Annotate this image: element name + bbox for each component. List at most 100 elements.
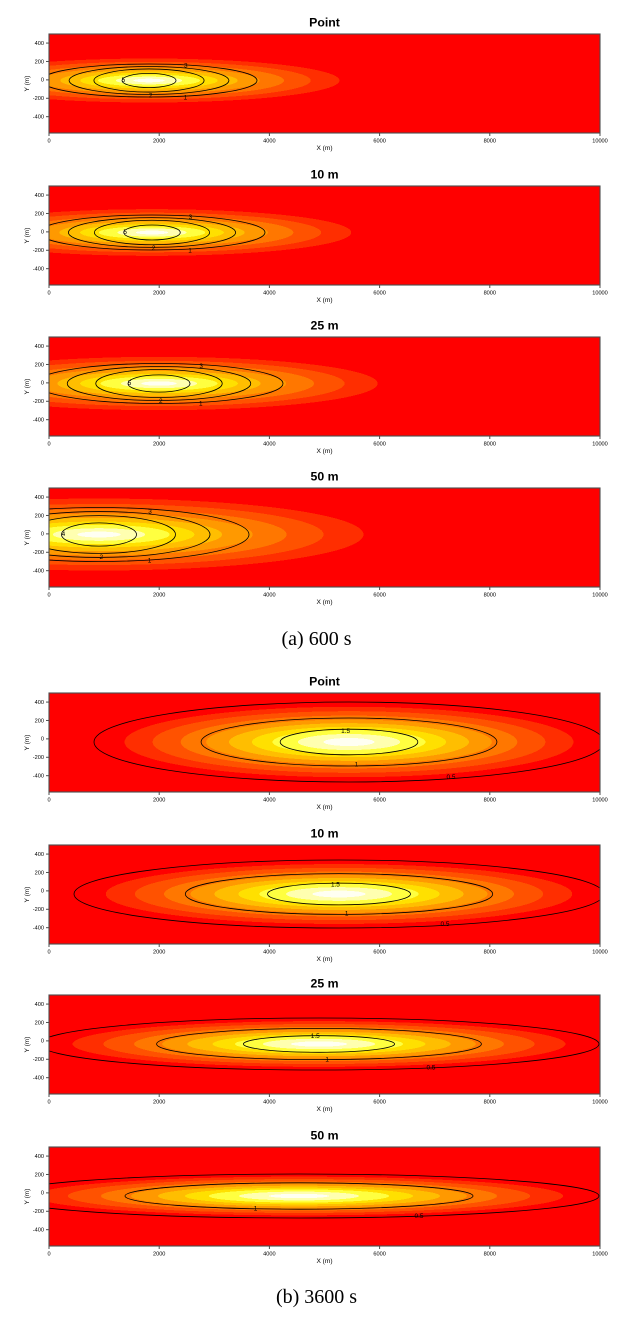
- svg-text:400: 400: [35, 851, 44, 857]
- svg-text:X (m): X (m): [316, 599, 332, 606]
- svg-text:0: 0: [41, 380, 44, 386]
- svg-text:400: 400: [35, 344, 44, 350]
- svg-text:400: 400: [35, 41, 44, 47]
- svg-text:0: 0: [41, 737, 44, 743]
- svg-text:400: 400: [35, 700, 44, 706]
- svg-text:10000: 10000: [592, 1251, 608, 1257]
- svg-text:1: 1: [254, 1205, 258, 1212]
- svg-text:2: 2: [152, 244, 156, 251]
- svg-text:8000: 8000: [484, 290, 496, 296]
- svg-text:8000: 8000: [484, 798, 496, 804]
- svg-text:-400: -400: [33, 568, 44, 574]
- svg-text:25 m: 25 m: [310, 977, 338, 991]
- svg-text:6000: 6000: [373, 798, 385, 804]
- svg-text:200: 200: [35, 211, 44, 217]
- svg-text:2000: 2000: [153, 441, 165, 447]
- svg-text:200: 200: [35, 362, 44, 368]
- svg-text:0: 0: [47, 1251, 50, 1257]
- svg-text:0: 0: [47, 290, 50, 296]
- svg-text:10 m: 10 m: [310, 167, 338, 181]
- svg-text:1: 1: [184, 95, 188, 102]
- svg-text:400: 400: [35, 1002, 44, 1008]
- svg-text:10000: 10000: [592, 592, 608, 598]
- svg-text:2: 2: [159, 397, 163, 404]
- svg-text:-400: -400: [33, 774, 44, 780]
- svg-text:-400: -400: [33, 115, 44, 121]
- svg-text:25 m: 25 m: [310, 318, 338, 332]
- svg-text:2000: 2000: [153, 592, 165, 598]
- svg-text:4000: 4000: [263, 949, 275, 955]
- svg-text:X (m): X (m): [316, 1258, 332, 1265]
- svg-text:400: 400: [35, 1154, 44, 1160]
- svg-text:0: 0: [41, 229, 44, 235]
- svg-text:Y (m): Y (m): [24, 1188, 31, 1204]
- svg-text:2000: 2000: [153, 798, 165, 804]
- svg-text:-200: -200: [33, 248, 44, 254]
- svg-text:-400: -400: [33, 1076, 44, 1082]
- svg-text:200: 200: [35, 870, 44, 876]
- svg-text:Y (m): Y (m): [24, 735, 31, 751]
- svg-text:8000: 8000: [484, 1251, 496, 1257]
- svg-text:0: 0: [47, 592, 50, 598]
- svg-text:2000: 2000: [153, 290, 165, 296]
- svg-text:3: 3: [184, 63, 188, 70]
- svg-text:10 m: 10 m: [310, 826, 338, 840]
- svg-text:6000: 6000: [373, 1251, 385, 1257]
- svg-text:Y (m): Y (m): [24, 378, 31, 394]
- svg-text:4000: 4000: [263, 290, 275, 296]
- svg-text:4000: 4000: [263, 592, 275, 598]
- svg-text:0.5: 0.5: [427, 1065, 436, 1072]
- svg-text:4000: 4000: [263, 139, 275, 145]
- svg-text:6000: 6000: [373, 949, 385, 955]
- svg-text:0: 0: [47, 798, 50, 804]
- svg-text:200: 200: [35, 1021, 44, 1027]
- svg-text:5: 5: [128, 380, 132, 387]
- svg-text:-200: -200: [33, 907, 44, 913]
- svg-text:-400: -400: [33, 1227, 44, 1233]
- svg-text:50 m: 50 m: [310, 469, 338, 483]
- svg-text:6000: 6000: [373, 139, 385, 145]
- svg-text:1.5: 1.5: [341, 728, 350, 735]
- svg-text:Y (m): Y (m): [24, 76, 31, 92]
- svg-text:-400: -400: [33, 925, 44, 931]
- svg-text:4000: 4000: [263, 798, 275, 804]
- svg-text:2: 2: [99, 554, 103, 561]
- svg-text:-200: -200: [33, 399, 44, 405]
- svg-text:0.5: 0.5: [447, 774, 456, 781]
- svg-text:2: 2: [149, 93, 153, 100]
- svg-text:4: 4: [62, 531, 66, 538]
- svg-text:0: 0: [47, 139, 50, 145]
- svg-text:10000: 10000: [592, 949, 608, 955]
- svg-text:3: 3: [199, 363, 203, 370]
- svg-text:2000: 2000: [153, 1251, 165, 1257]
- svg-text:0.5: 0.5: [415, 1213, 424, 1220]
- svg-text:0: 0: [41, 532, 44, 538]
- svg-text:200: 200: [35, 1172, 44, 1178]
- svg-text:10000: 10000: [592, 290, 608, 296]
- svg-text:Y (m): Y (m): [24, 529, 31, 545]
- svg-text:1: 1: [325, 1057, 329, 1064]
- svg-text:1: 1: [199, 400, 203, 407]
- svg-text:400: 400: [35, 495, 44, 501]
- svg-text:0: 0: [41, 1190, 44, 1196]
- svg-text:1.5: 1.5: [311, 1034, 320, 1041]
- svg-text:-400: -400: [33, 417, 44, 423]
- svg-text:Y (m): Y (m): [24, 227, 31, 243]
- svg-text:2000: 2000: [153, 139, 165, 145]
- svg-text:-400: -400: [33, 266, 44, 272]
- svg-text:0.5: 0.5: [441, 920, 450, 927]
- svg-text:6000: 6000: [373, 1100, 385, 1106]
- svg-text:6000: 6000: [373, 592, 385, 598]
- svg-text:3: 3: [189, 213, 193, 220]
- svg-text:10000: 10000: [592, 139, 608, 145]
- svg-text:8000: 8000: [484, 1100, 496, 1106]
- svg-text:5: 5: [122, 77, 126, 84]
- svg-text:Point: Point: [309, 674, 340, 688]
- svg-text:4000: 4000: [263, 1100, 275, 1106]
- svg-text:1: 1: [148, 557, 152, 564]
- svg-text:1.5: 1.5: [331, 881, 340, 888]
- svg-text:0: 0: [47, 949, 50, 955]
- svg-text:10000: 10000: [592, 441, 608, 447]
- svg-text:10000: 10000: [592, 798, 608, 804]
- svg-text:2000: 2000: [153, 1100, 165, 1106]
